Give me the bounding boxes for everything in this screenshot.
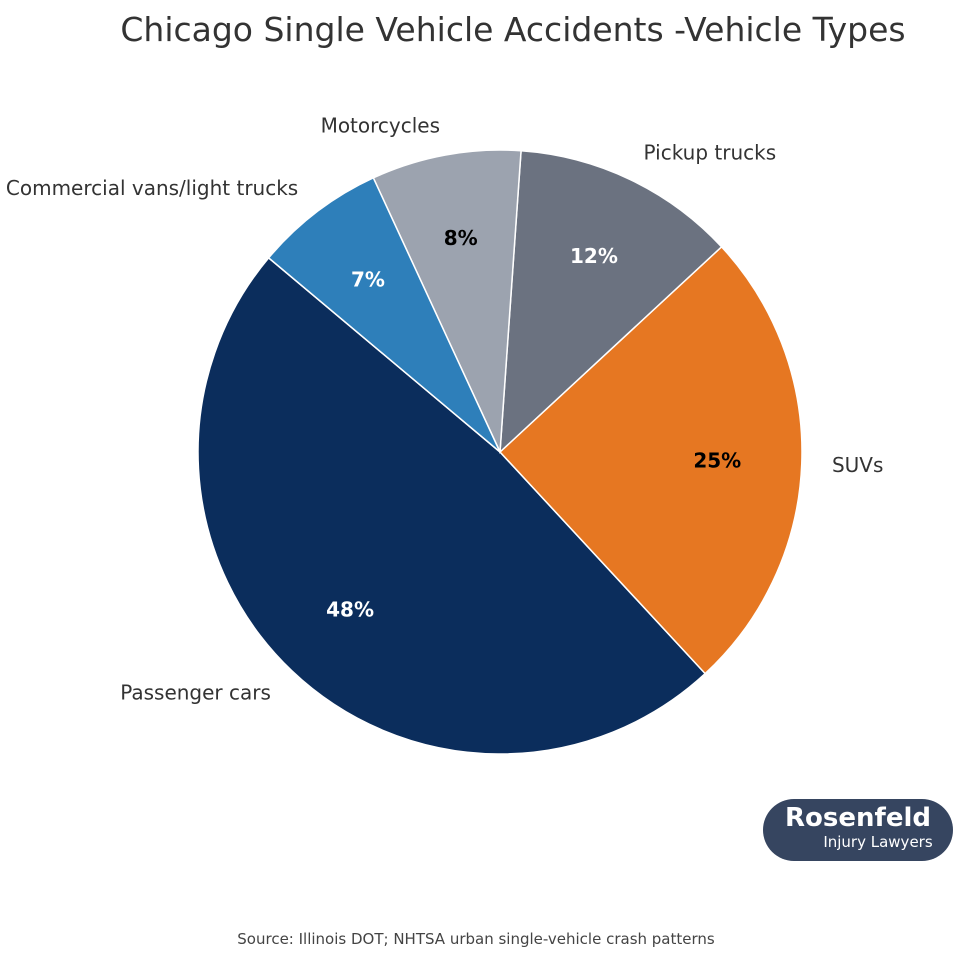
pie-slice-suvs <box>498 245 803 675</box>
category-label: Commercial vans/light trucks <box>6 176 298 200</box>
pct-label: 25% <box>693 448 741 472</box>
pct-label: 48% <box>326 597 374 621</box>
category-label: Motorcycles <box>321 113 440 137</box>
category-label: Pickup trucks <box>644 140 777 164</box>
pie-slice-passenger-cars <box>197 256 707 755</box>
category-label: Passenger cars <box>120 681 271 705</box>
category-label: SUVs <box>832 453 883 477</box>
pie-slice-pickup-trucks <box>499 149 723 454</box>
source-note: Source: Illinois DOT; NHTSA urban single… <box>237 930 715 948</box>
logo-name: Rosenfeld <box>785 803 931 833</box>
pct-label: 7% <box>351 267 385 291</box>
pie-slice-motorcycles <box>372 149 522 453</box>
pie-slice-commercial-vans-light-trucks <box>267 176 501 453</box>
pct-label: 12% <box>570 244 618 268</box>
rosenfeld-logo: Rosenfeld Injury Lawyers <box>763 799 953 861</box>
logo-tagline: Injury Lawyers <box>823 833 933 851</box>
chart-title: Chicago Single Vehicle Accidents -Vehicl… <box>120 10 906 49</box>
pct-label: 8% <box>444 226 478 250</box>
